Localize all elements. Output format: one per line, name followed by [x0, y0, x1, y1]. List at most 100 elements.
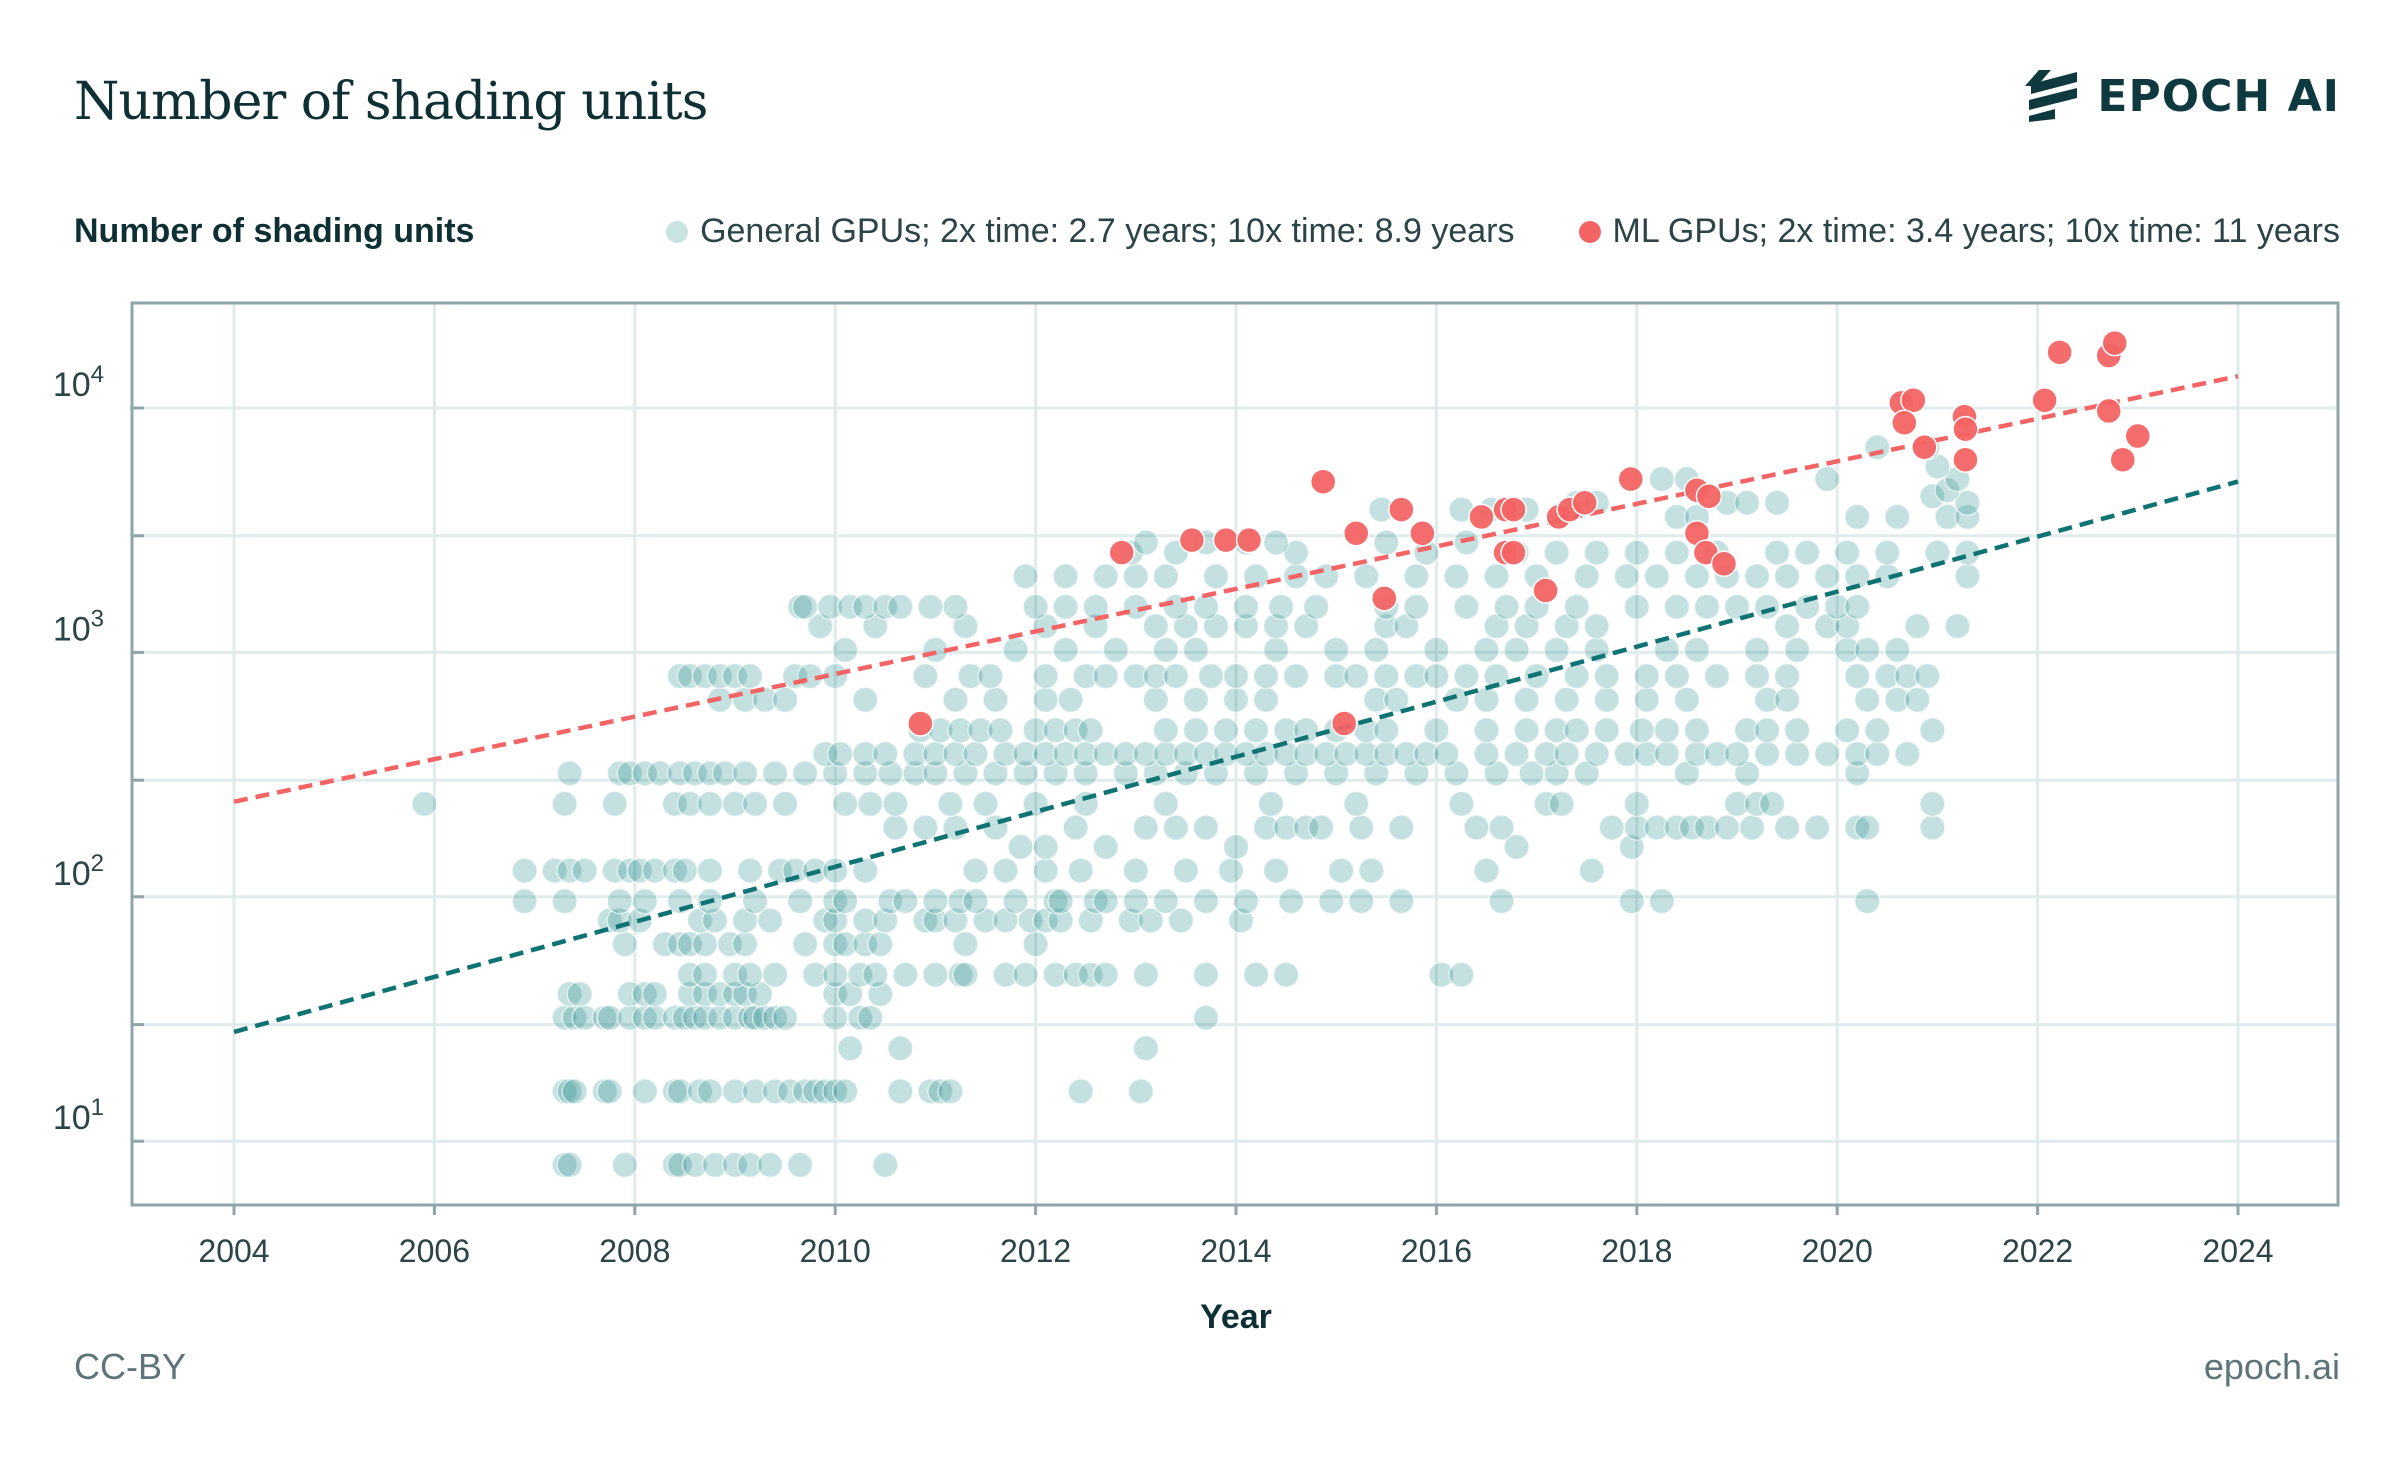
general-gpu-point	[1703, 662, 1731, 690]
general-gpu-point	[1222, 686, 1250, 714]
general-gpu-point	[1197, 662, 1225, 690]
general-gpu-point	[1327, 857, 1355, 884]
general-gpu-point	[1864, 433, 1891, 461]
general-gpu-point	[952, 961, 979, 988]
general-gpu-point	[1032, 740, 1059, 768]
general-gpu-point	[1738, 814, 1766, 841]
general-gpu-point	[867, 930, 894, 958]
general-gpu-point	[922, 760, 949, 787]
general-gpu-point	[1077, 717, 1104, 744]
ml-gpu-point	[2101, 329, 2129, 357]
general-gpu-point	[1453, 529, 1480, 556]
general-gpu-point	[1628, 717, 1656, 744]
general-gpu-point	[1823, 593, 1851, 621]
general-gpu-point	[686, 1078, 714, 1105]
general-gpu-point	[1363, 636, 1390, 664]
general-gpu-point	[987, 717, 1014, 744]
general-gpu-point	[821, 961, 849, 988]
general-gpu-point	[1052, 593, 1079, 621]
general-gpu-point	[1493, 593, 1520, 621]
general-gpu-point	[1583, 740, 1610, 768]
general-gpu-point	[826, 740, 854, 768]
general-gpu-point	[1473, 636, 1500, 664]
general-gpu-point	[1843, 760, 1871, 787]
general-gpu-point	[641, 1004, 669, 1031]
general-gpu-point	[1388, 814, 1415, 841]
general-gpu-point	[736, 961, 764, 988]
legend-dot-general-icon	[666, 220, 689, 243]
general-gpu-point	[556, 760, 583, 787]
ml-gpu-point	[1500, 539, 1527, 566]
general-gpu-point	[1448, 961, 1475, 988]
general-gpu-point	[836, 1035, 864, 1062]
general-gpu-point	[1934, 476, 1961, 504]
epoch-logo-icon	[2025, 70, 2078, 122]
general-gpu-point	[902, 760, 929, 787]
general-gpu-point	[922, 887, 949, 915]
general-gpu-point	[791, 760, 819, 787]
general-gpu-point	[631, 760, 659, 787]
general-gpu-point	[952, 930, 979, 958]
chart-title: Number of shading units	[74, 72, 708, 132]
general-gpu-point	[1373, 612, 1400, 640]
site-link[interactable]: epoch.ai	[2203, 1346, 2340, 1387]
general-gpu-point	[1342, 790, 1370, 818]
legend-item-general[interactable]: General GPUs; 2x time: 2.7 years; 10x ti…	[666, 212, 1515, 251]
general-gpu-point	[1012, 961, 1039, 988]
general-gpu-point	[1373, 740, 1400, 768]
general-gpu-point	[1122, 857, 1150, 884]
general-gpu-point	[887, 1035, 914, 1062]
general-gpu-point	[1272, 961, 1300, 988]
general-gpu-point	[511, 857, 538, 884]
general-gpu-point	[1017, 907, 1044, 934]
general-gpu-point	[1843, 563, 1871, 590]
ml-gpu-point	[1388, 496, 1415, 523]
general-gpu-point	[676, 790, 704, 818]
general-gpu-point	[852, 740, 879, 768]
general-gpu-point	[1904, 612, 1931, 640]
general-gpu-point	[1553, 740, 1580, 768]
general-gpu-point	[1062, 961, 1089, 988]
general-gpu-point	[947, 887, 974, 915]
general-gpu-point	[1433, 740, 1460, 768]
general-gpu-point	[1733, 717, 1761, 744]
general-gpu-point	[1242, 961, 1270, 988]
general-gpu-point	[821, 887, 849, 915]
general-gpu-point	[1473, 717, 1500, 744]
general-gpu-point	[1192, 887, 1220, 915]
general-gpu-point	[1813, 563, 1841, 590]
ml-gpu-point	[1212, 526, 1240, 554]
general-gpu-point	[957, 662, 984, 690]
general-gpu-point	[1833, 539, 1861, 566]
general-gpu-point	[1884, 686, 1911, 714]
legend-label-ml: ML GPUs; 2x time: 3.4 years; 10x time: 1…	[1612, 212, 2340, 250]
general-gpu-point	[1453, 593, 1480, 621]
general-gpu-point	[1618, 887, 1646, 915]
general-gpu-point	[1132, 529, 1160, 556]
general-gpu-point	[1252, 662, 1280, 690]
general-gpu-point	[1463, 814, 1490, 841]
general-gpu-point	[551, 790, 578, 818]
general-gpu-point	[666, 760, 694, 787]
general-gpu-point	[1152, 563, 1180, 590]
legend-label-general: General GPUs; 2x time: 2.7 years; 10x ti…	[700, 212, 1515, 250]
general-gpu-point	[1302, 593, 1330, 621]
general-gpu-point	[781, 857, 809, 884]
general-gpu-point	[791, 593, 819, 621]
general-gpu-point	[1543, 539, 1570, 566]
general-gpu-point	[1483, 563, 1510, 590]
general-gpu-point	[847, 961, 874, 988]
general-gpu-point	[596, 1004, 623, 1031]
general-gpu-point	[821, 1078, 849, 1105]
legend-item-ml[interactable]: ML GPUs; 2x time: 3.4 years; 10x time: 1…	[1578, 212, 2340, 251]
general-gpu-point	[1533, 790, 1560, 818]
general-gpu-point	[711, 760, 739, 787]
general-gpu-point	[1252, 686, 1280, 714]
general-gpu-point	[1152, 717, 1180, 744]
general-gpu-point	[1142, 686, 1170, 714]
general-gpu-point	[761, 1004, 789, 1031]
general-gpu-point	[1613, 740, 1641, 768]
general-gpu-point	[887, 1078, 914, 1105]
general-gpu-point	[661, 1004, 689, 1031]
x-tick-label: 2004	[198, 1233, 269, 1269]
